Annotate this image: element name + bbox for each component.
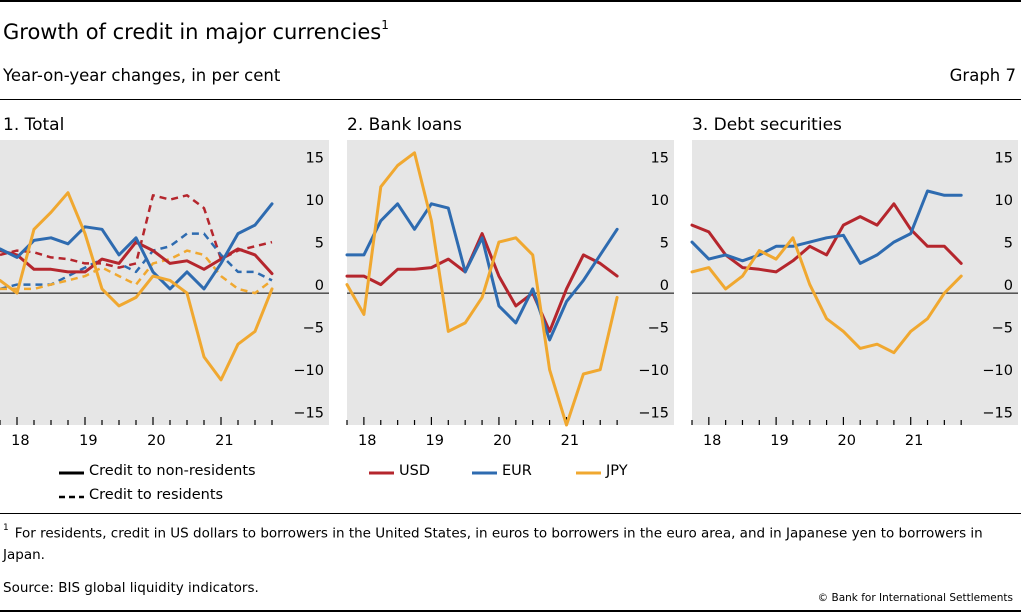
series-usd-solid	[690, 202, 963, 274]
series-usd-solid	[345, 232, 619, 333]
chart-title: Growth of credit in major currencies1	[3, 18, 389, 44]
x-tick-label: 20	[838, 433, 856, 449]
legend-dashed-label: Credit to residents	[89, 487, 224, 503]
y-tick-label: 0	[1004, 278, 1013, 294]
copyright: © Bank for International Settlements	[817, 592, 1013, 604]
y-tick-label: −5	[648, 321, 669, 337]
series-eur-solid	[345, 202, 619, 342]
series-eur-dashed	[0, 232, 273, 291]
y-tick-label: −10	[982, 363, 1013, 379]
panel-background	[347, 140, 674, 425]
panel-title-debt-securities: 3. Debt securities	[692, 115, 842, 135]
y-tick-label: 5	[660, 236, 669, 252]
series-jpy-solid	[690, 236, 963, 355]
bottom-rule	[0, 610, 1021, 612]
y-tick-label: 10	[995, 193, 1013, 209]
x-tick-label: 20	[147, 433, 165, 449]
chart-subtitle: Year-on-year changes, in per cent	[3, 66, 281, 85]
y-tick-label: 15	[306, 151, 324, 167]
legend-usd-label: USD	[399, 463, 430, 479]
y-tick-label: −15	[293, 406, 324, 422]
x-tick-label: 19	[426, 433, 444, 449]
x-tick-label: 18	[11, 433, 29, 449]
x-tick-label: 21	[215, 433, 233, 449]
footnote: 1 For residents, credit in US dollars to …	[3, 523, 983, 563]
panel-background	[692, 140, 1018, 425]
legend-solid-label: Credit to non-residents	[89, 463, 256, 479]
x-tick-label: 19	[79, 433, 97, 449]
x-tick-label: 21	[561, 433, 579, 449]
x-tick-label: 21	[905, 433, 923, 449]
graph-number: Graph 7	[949, 66, 1016, 85]
y-tick-label: 5	[1004, 236, 1013, 252]
source-note: Source: BIS global liquidity indicators.	[3, 580, 259, 596]
y-tick-label: 10	[651, 193, 669, 209]
legend-eur-label: EUR	[502, 463, 532, 479]
footer-rule	[0, 513, 1021, 514]
y-tick-label: 15	[995, 151, 1013, 167]
x-tick-label: 19	[770, 433, 788, 449]
x-tick-label: 20	[493, 433, 511, 449]
y-tick-label: 5	[315, 236, 324, 252]
y-tick-label: −5	[303, 321, 324, 337]
series-eur-solid	[690, 189, 963, 265]
y-tick-label: 10	[306, 193, 324, 209]
y-tick-label: −5	[992, 321, 1013, 337]
y-tick-label: 15	[651, 151, 669, 167]
series-jpy-solid	[345, 151, 619, 427]
y-tick-label: −15	[982, 406, 1013, 422]
header-rule	[0, 99, 1021, 100]
series-jpy-solid	[0, 191, 274, 382]
x-tick-label: 18	[358, 433, 376, 449]
y-tick-label: −10	[293, 363, 324, 379]
panel-title-bank-loans: 2. Bank loans	[347, 115, 462, 135]
panel-title-total: 1. Total	[3, 115, 65, 135]
series-eur-solid	[0, 202, 274, 291]
legend-jpy-label: JPY	[606, 463, 628, 479]
y-tick-label: 0	[315, 278, 324, 294]
top-rule	[0, 0, 1021, 2]
x-tick-label: 18	[703, 433, 721, 449]
y-tick-label: −10	[638, 363, 669, 379]
y-tick-label: −15	[638, 406, 669, 422]
y-tick-label: 0	[660, 278, 669, 294]
